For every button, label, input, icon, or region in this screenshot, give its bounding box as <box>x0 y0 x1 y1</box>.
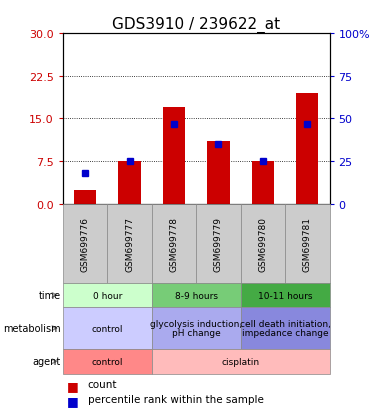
Text: ■: ■ <box>67 394 78 407</box>
Text: percentile rank within the sample: percentile rank within the sample <box>88 394 264 404</box>
Bar <box>296 94 319 204</box>
Text: time: time <box>39 290 61 300</box>
Bar <box>118 162 141 204</box>
Bar <box>207 142 229 204</box>
Text: control: control <box>91 357 123 366</box>
Text: GSM699777: GSM699777 <box>125 216 134 271</box>
Text: metabolism: metabolism <box>3 323 61 333</box>
Title: GDS3910 / 239622_at: GDS3910 / 239622_at <box>112 17 280 33</box>
Text: agent: agent <box>33 356 61 366</box>
Text: 8-9 hours: 8-9 hours <box>175 291 218 300</box>
Text: cisplatin: cisplatin <box>222 357 260 366</box>
Text: ■: ■ <box>67 379 78 392</box>
Bar <box>163 108 185 204</box>
Text: GSM699780: GSM699780 <box>258 216 267 271</box>
Text: count: count <box>88 379 117 389</box>
Bar <box>252 162 274 204</box>
Text: control: control <box>91 324 123 333</box>
Text: 0 hour: 0 hour <box>93 291 122 300</box>
Text: GSM699778: GSM699778 <box>170 216 178 271</box>
Text: GSM699781: GSM699781 <box>303 216 312 271</box>
Text: GSM699776: GSM699776 <box>81 216 90 271</box>
Text: GSM699779: GSM699779 <box>214 216 223 271</box>
Text: glycolysis induction,
pH change: glycolysis induction, pH change <box>150 319 242 338</box>
Bar <box>74 190 96 204</box>
Text: 10-11 hours: 10-11 hours <box>258 291 312 300</box>
Text: cell death initiation,
impedance change: cell death initiation, impedance change <box>240 319 331 338</box>
